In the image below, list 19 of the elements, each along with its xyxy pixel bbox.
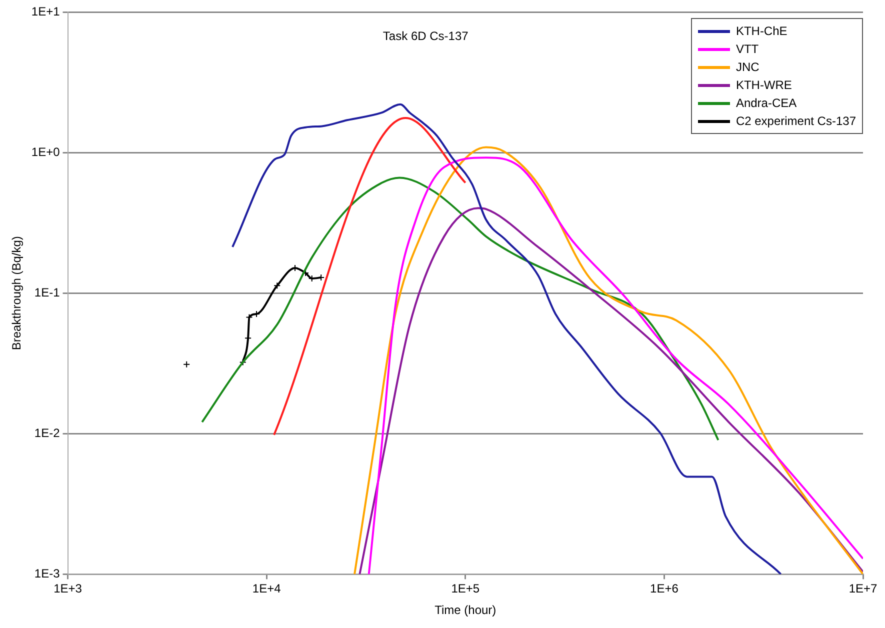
- legend-label: KTH-WRE: [736, 78, 792, 92]
- legend-label: VTT: [736, 42, 759, 56]
- x-axis-title: Time (hour): [434, 603, 496, 618]
- y-tick-label: 1E+1: [31, 4, 60, 18]
- legend-label: C2 experiment Cs-137: [736, 114, 856, 128]
- y-axis-title: Breakthrough (Bq/kg): [10, 236, 24, 350]
- y-tick-label: 1E+0: [31, 144, 60, 159]
- y-tick-label: 1E-2: [34, 426, 60, 440]
- x-tick-label: 1E+3: [54, 582, 82, 596]
- y-tick-label: 1E-1: [34, 285, 60, 300]
- y-tick-label: 1E-3: [34, 566, 60, 581]
- legend-label: Andra-CEA: [736, 96, 797, 110]
- legend-label: JNC: [736, 60, 760, 74]
- legend-label: KTH-ChE: [736, 24, 788, 38]
- x-tick-label: 1E+7: [848, 582, 878, 596]
- x-tick-label: 1E+6: [650, 582, 679, 596]
- x-tick-label: 1E+5: [451, 582, 480, 596]
- x-tick-label: 1E+4: [252, 582, 282, 596]
- annotation: Task 6D Cs-137: [382, 29, 469, 43]
